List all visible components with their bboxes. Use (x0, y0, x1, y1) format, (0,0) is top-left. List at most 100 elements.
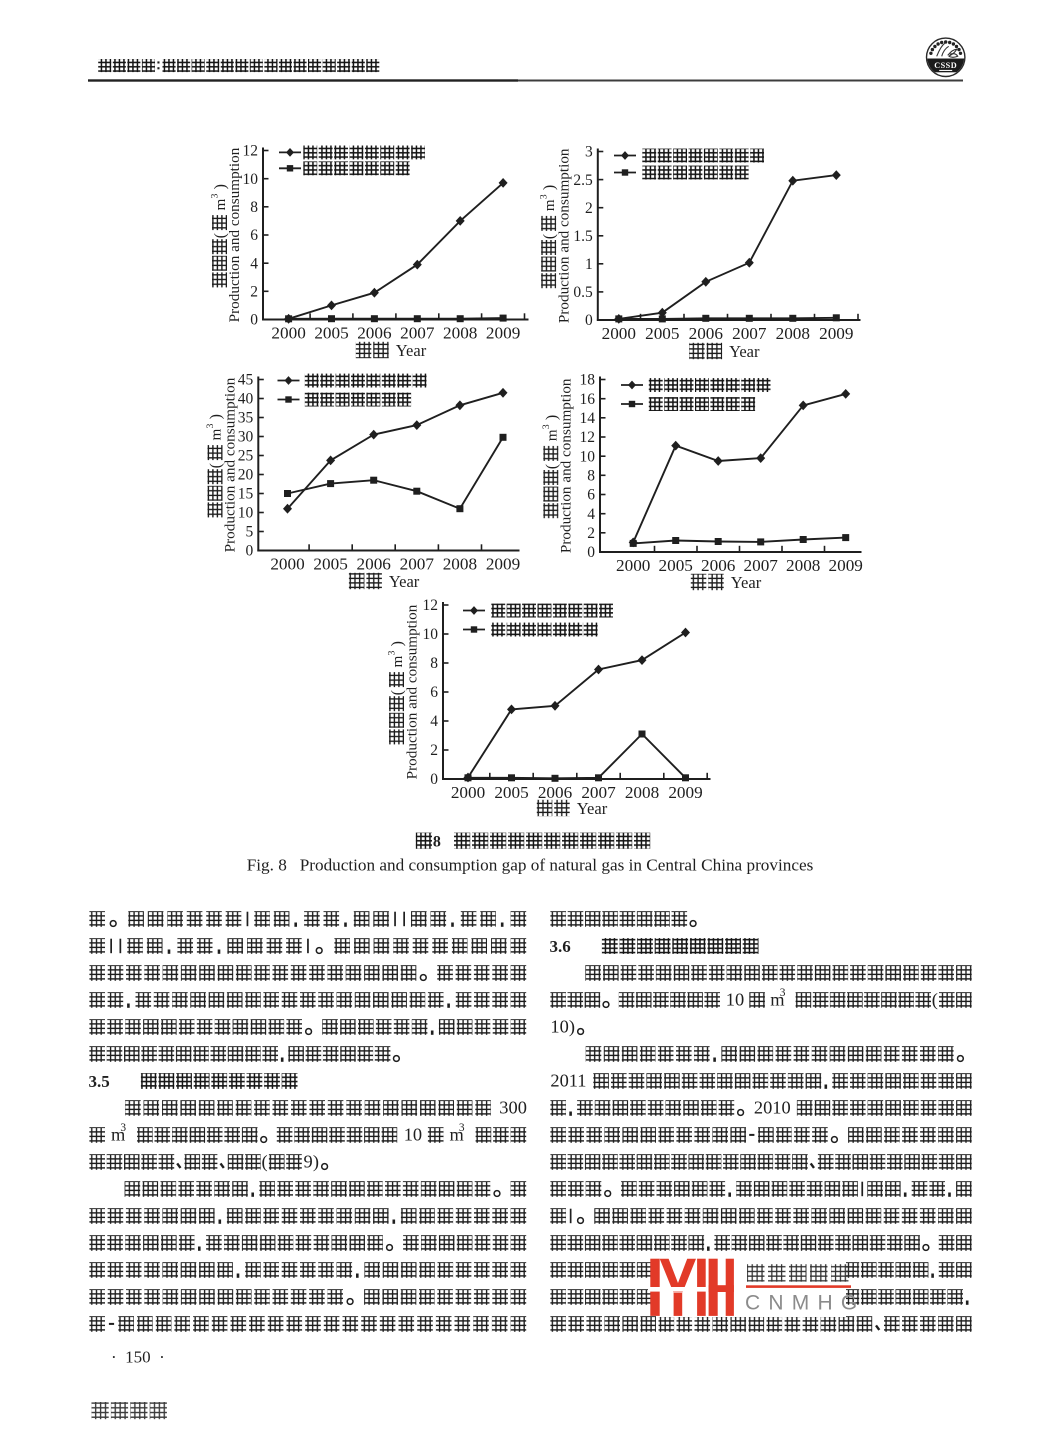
svg-text:3: 3 (459, 1122, 465, 1134)
svg-text:2: 2 (585, 200, 593, 217)
svg-text:m: m (542, 199, 558, 211)
svg-text:Year: Year (729, 342, 760, 361)
svg-text:2008: 2008 (786, 556, 820, 575)
svg-text:2008: 2008 (443, 554, 477, 573)
svg-text:10: 10 (726, 990, 744, 1010)
svg-text:9: 9 (304, 1152, 313, 1172)
svg-text:m: m (390, 655, 406, 667)
svg-text:2: 2 (587, 525, 595, 542)
svg-text:10: 10 (404, 1125, 422, 1145)
svg-text:2005: 2005 (659, 556, 693, 575)
svg-text:Production and consumption: Production and consumption (558, 378, 575, 553)
svg-text:2000: 2000 (616, 556, 650, 575)
svg-text:Year: Year (396, 341, 427, 360)
svg-text:2006: 2006 (689, 324, 724, 343)
svg-text:(: ( (212, 233, 229, 238)
svg-text:): ) (389, 641, 406, 646)
svg-text:2005: 2005 (494, 783, 528, 802)
svg-text:12: 12 (243, 143, 259, 160)
svg-text:2000: 2000 (602, 324, 636, 343)
svg-text:· 150 ·: · 150 · (111, 1348, 165, 1367)
svg-text:Fig. 8 Production and consum: Fig. 8 Production and consumption gap of… (247, 856, 814, 875)
svg-text:3.6: 3.6 (550, 937, 571, 956)
svg-text:8: 8 (433, 834, 441, 851)
svg-text:1.5: 1.5 (573, 228, 593, 245)
svg-text:Production and consumption: Production and consumption (222, 377, 239, 552)
svg-text:0: 0 (587, 544, 595, 561)
svg-text:3: 3 (211, 193, 221, 198)
svg-text:2007: 2007 (400, 323, 435, 342)
svg-text:(: ( (541, 234, 558, 239)
svg-text:45: 45 (238, 372, 254, 389)
svg-text:8: 8 (250, 199, 258, 216)
svg-text:3: 3 (540, 194, 550, 199)
svg-text:2006: 2006 (357, 554, 392, 573)
svg-text:2007: 2007 (732, 324, 767, 343)
svg-text:35: 35 (238, 410, 254, 427)
svg-text:C N M H G: C N M H G (745, 1292, 858, 1315)
svg-text:0: 0 (246, 543, 254, 560)
svg-text:m: m (544, 429, 560, 441)
svg-text:CSSD: CSSD (934, 61, 957, 70)
svg-text:2009: 2009 (819, 324, 853, 343)
svg-text:3: 3 (388, 650, 398, 655)
svg-text:(: ( (543, 464, 560, 469)
svg-text:2009: 2009 (668, 783, 702, 802)
svg-text:14: 14 (580, 410, 596, 427)
svg-text:4: 4 (430, 713, 438, 730)
svg-text:2006: 2006 (538, 783, 573, 802)
svg-text:2010: 2010 (754, 1098, 791, 1118)
svg-text:): ) (569, 1017, 575, 1038)
svg-text:2000: 2000 (451, 783, 485, 802)
svg-text:m: m (450, 1125, 465, 1145)
svg-text:18: 18 (580, 372, 596, 389)
svg-text:3: 3 (542, 424, 552, 429)
svg-text:3: 3 (120, 1122, 126, 1134)
svg-text:6: 6 (250, 227, 258, 244)
svg-text:Year: Year (731, 573, 762, 592)
svg-text:0.5: 0.5 (573, 284, 593, 301)
svg-text:Year: Year (389, 572, 420, 591)
svg-text:1: 1 (585, 256, 593, 273)
svg-text:2008: 2008 (625, 783, 659, 802)
svg-text:2009: 2009 (829, 556, 863, 575)
svg-text:m: m (213, 198, 229, 210)
svg-text:2.5: 2.5 (573, 172, 593, 189)
svg-text:2005: 2005 (314, 323, 348, 342)
svg-text:Year: Year (577, 799, 608, 818)
svg-text:2007: 2007 (400, 554, 435, 573)
svg-text:4: 4 (250, 255, 258, 272)
svg-text:0: 0 (585, 312, 593, 329)
svg-text:0: 0 (430, 771, 438, 788)
svg-text:): ) (543, 415, 560, 420)
svg-text:2: 2 (250, 284, 258, 301)
svg-text:3.5: 3.5 (89, 1072, 110, 1091)
svg-text:m: m (770, 990, 785, 1010)
svg-text:2008: 2008 (776, 324, 810, 343)
svg-text:5: 5 (246, 524, 254, 541)
svg-text:2005: 2005 (313, 554, 347, 573)
svg-text:2009: 2009 (486, 554, 520, 573)
svg-text:): ) (541, 185, 558, 190)
svg-text:2000: 2000 (271, 323, 305, 342)
svg-text:2007: 2007 (581, 783, 616, 802)
svg-text:2000: 2000 (270, 554, 304, 573)
svg-text:8: 8 (587, 468, 595, 485)
svg-text:(: ( (932, 990, 938, 1011)
svg-text:2009: 2009 (486, 323, 520, 342)
svg-text:12: 12 (423, 597, 439, 614)
svg-text:(: ( (389, 690, 406, 695)
svg-text:): ) (212, 184, 229, 189)
svg-text:2006: 2006 (701, 556, 736, 575)
svg-text:30: 30 (238, 429, 254, 446)
svg-text:): ) (208, 414, 225, 419)
svg-text:3: 3 (585, 144, 593, 161)
svg-text:0: 0 (250, 312, 258, 329)
svg-text:10: 10 (423, 626, 439, 643)
svg-text:m: m (111, 1125, 126, 1145)
svg-text:4: 4 (587, 506, 595, 523)
svg-text:(: ( (262, 1152, 268, 1173)
svg-text:25: 25 (238, 448, 254, 465)
svg-text:8: 8 (430, 655, 438, 672)
svg-text:20: 20 (238, 467, 254, 484)
